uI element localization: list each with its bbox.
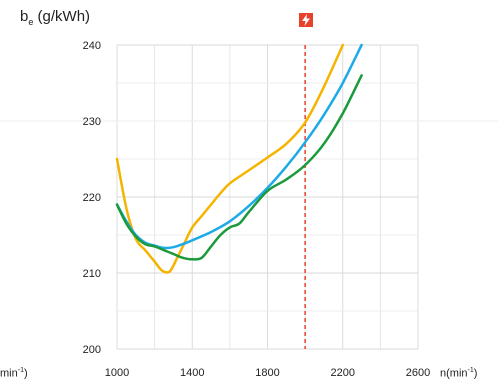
y-axis-label: be (g/kWh) bbox=[20, 8, 91, 27]
y-tick-label: 240 bbox=[83, 40, 101, 52]
y-tick-label: 220 bbox=[83, 192, 101, 204]
y-tick-label: 210 bbox=[83, 268, 101, 280]
series-line-3 bbox=[115, 74, 363, 261]
y-tick-label: 200 bbox=[83, 344, 101, 356]
tick-labels: 1000 1400 1800 2200 2600 200 210 220 230 240 bbox=[83, 40, 431, 379]
series-line-2 bbox=[115, 43, 363, 250]
x-tick-label: 1400 bbox=[180, 367, 204, 379]
grid bbox=[0, 44, 498, 350]
x-tick-label: 2200 bbox=[331, 367, 355, 379]
y-tick-label: 230 bbox=[83, 116, 101, 128]
x-axis-label-left: min-1) bbox=[0, 367, 28, 380]
x-tick-label: 1800 bbox=[255, 367, 279, 379]
series-group bbox=[115, 43, 363, 274]
x-tick-label: 2600 bbox=[406, 367, 430, 379]
x-tick-label: 1000 bbox=[105, 367, 129, 379]
x-axis-label: n(min-1) bbox=[440, 367, 478, 380]
series-line-1 bbox=[115, 43, 345, 274]
lightning-icon bbox=[299, 13, 313, 27]
